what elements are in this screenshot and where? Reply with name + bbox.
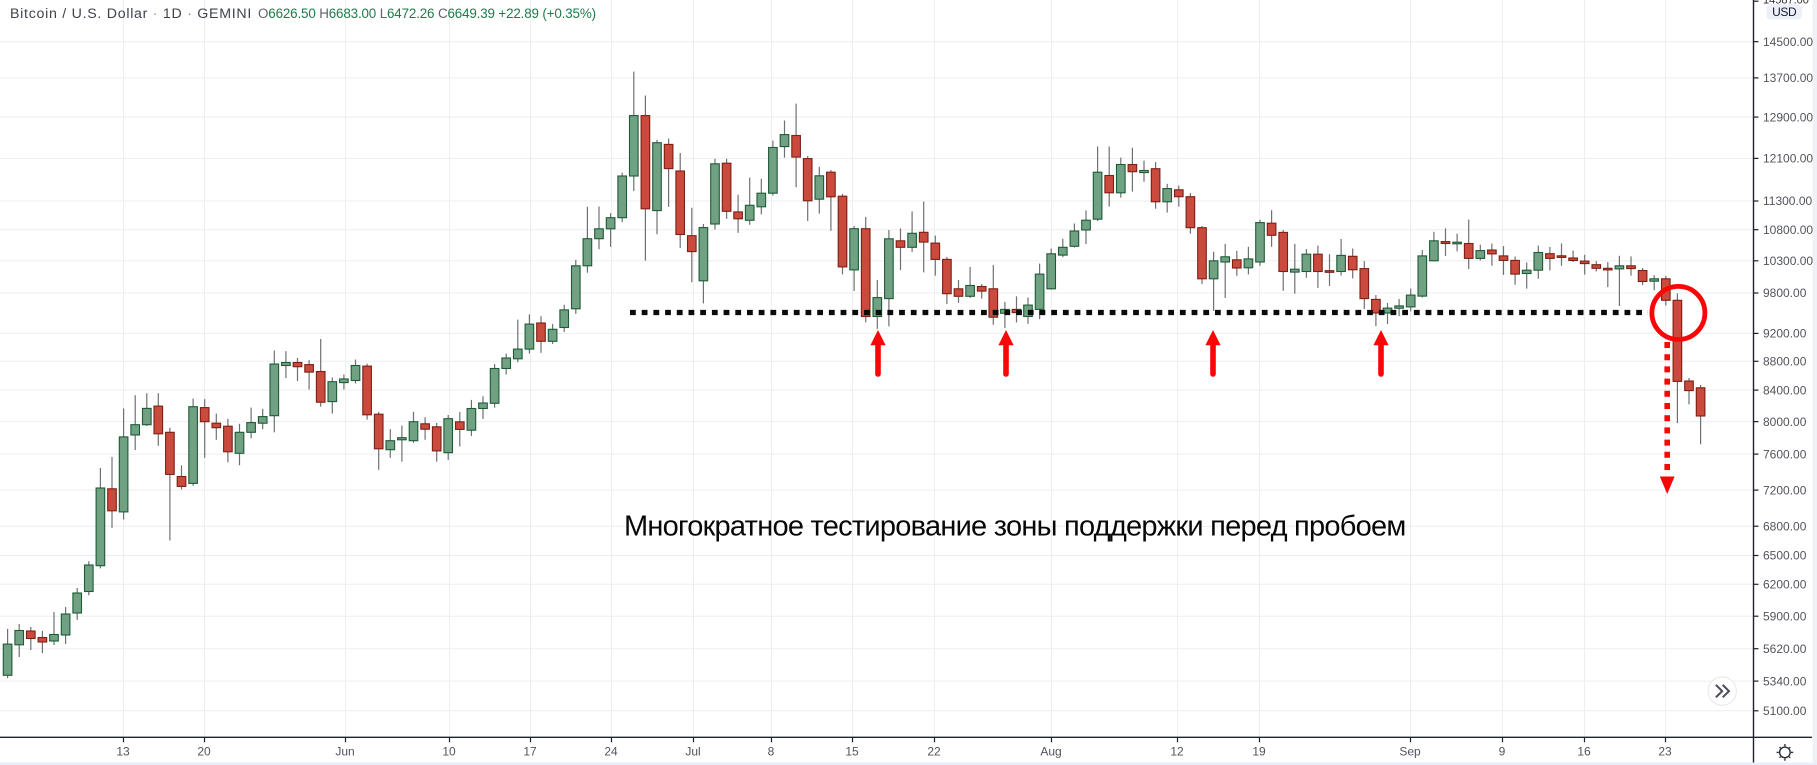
svg-text:10: 10	[442, 745, 456, 759]
svg-text:20: 20	[197, 745, 211, 759]
svg-text:8400.00: 8400.00	[1763, 383, 1807, 397]
svg-text:USD: USD	[1772, 5, 1797, 19]
svg-text:11300.00: 11300.00	[1763, 194, 1812, 208]
svg-text:12: 12	[1170, 745, 1184, 759]
svg-text:Многократное тестирование зоны: Многократное тестирование зоны поддержки…	[624, 511, 1406, 543]
svg-text:13700.00: 13700.00	[1763, 71, 1813, 85]
svg-text:16: 16	[1577, 745, 1591, 759]
svg-text:9200.00: 9200.00	[1763, 327, 1807, 341]
svg-text:15: 15	[845, 745, 859, 759]
svg-text:22: 22	[927, 745, 941, 759]
svg-text:9800.00: 9800.00	[1763, 286, 1807, 300]
svg-text:6200.00: 6200.00	[1763, 578, 1807, 592]
svg-text:Bitcoin / U.S. Dollar · 1D · G: Bitcoin / U.S. Dollar · 1D · GEMINI	[10, 6, 252, 22]
svg-text:14587.00: 14587.00	[1763, 0, 1809, 6]
svg-text:9: 9	[1499, 745, 1506, 759]
svg-text:8: 8	[768, 745, 775, 759]
svg-text:6500.00: 6500.00	[1763, 549, 1807, 563]
svg-text:Sep: Sep	[1399, 745, 1421, 759]
svg-text:8800.00: 8800.00	[1763, 355, 1807, 369]
svg-text:5340.00: 5340.00	[1763, 674, 1807, 688]
svg-text:13: 13	[116, 745, 130, 759]
svg-text:17: 17	[523, 745, 537, 759]
svg-text:10300.00: 10300.00	[1763, 254, 1813, 268]
svg-text:24: 24	[604, 745, 618, 759]
svg-text:12100.00: 12100.00	[1763, 152, 1813, 166]
svg-text:8000.00: 8000.00	[1763, 415, 1807, 429]
svg-text:23: 23	[1658, 745, 1672, 759]
svg-text:14500.00: 14500.00	[1763, 35, 1813, 49]
svg-text:6800.00: 6800.00	[1763, 519, 1807, 533]
svg-text:5900.00: 5900.00	[1763, 609, 1807, 623]
svg-text:19: 19	[1252, 745, 1266, 759]
svg-text:10800.00: 10800.00	[1763, 223, 1813, 237]
svg-text:Aug: Aug	[1040, 745, 1061, 759]
svg-text:5100.00: 5100.00	[1763, 704, 1807, 718]
svg-text:O6626.50 H6683.00 L6472.26 C66: O6626.50 H6683.00 L6472.26 C6649.39 +22.…	[258, 6, 596, 21]
svg-text:Jun: Jun	[335, 745, 354, 759]
svg-text:5620.00: 5620.00	[1763, 642, 1807, 656]
svg-text:Jul: Jul	[685, 745, 700, 759]
svg-text:12900.00: 12900.00	[1763, 110, 1813, 124]
svg-text:7600.00: 7600.00	[1763, 447, 1807, 461]
svg-text:7200.00: 7200.00	[1763, 483, 1807, 497]
